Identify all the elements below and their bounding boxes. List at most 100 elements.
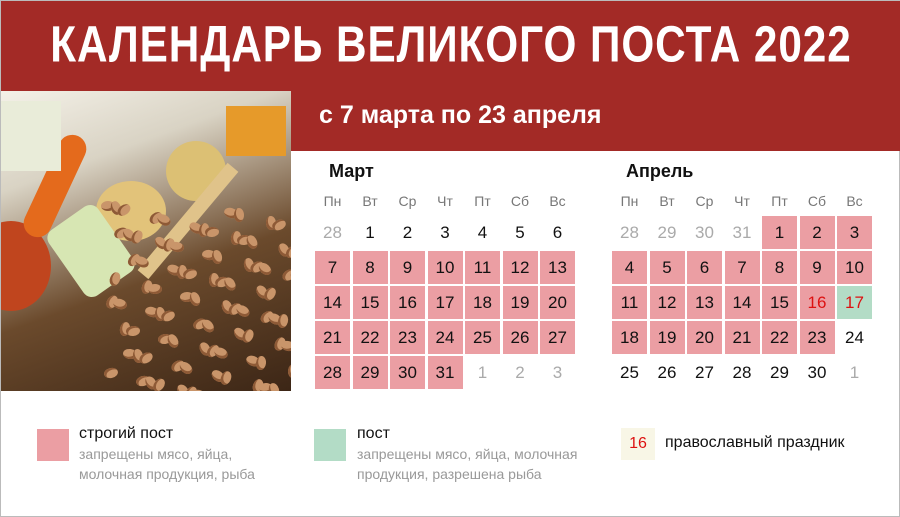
day-cell: 26 [502, 321, 538, 354]
day-cell: 12 [502, 251, 538, 284]
day-cell: 8 [762, 251, 797, 284]
bean [199, 317, 217, 335]
day-cell: 15 [762, 286, 797, 319]
day-cell: 28 [620, 223, 639, 242]
weekday-header: Ср [398, 193, 417, 209]
bean [255, 355, 267, 371]
day-cell: 27 [695, 363, 714, 382]
day-cell: 10 [427, 251, 463, 284]
day-cell: 25 [465, 321, 500, 354]
day-cell: 22 [352, 321, 388, 354]
weekday-header: Пн [620, 193, 639, 209]
weekday-header: Чт [437, 193, 453, 209]
month-title: Апрель [626, 161, 694, 181]
day-cell: 1 [477, 363, 488, 382]
weekday-header: Пн [323, 193, 342, 209]
day-cell: 18 [465, 286, 500, 319]
bean [111, 297, 129, 311]
bean [234, 302, 252, 320]
weekday-header: Вт [659, 193, 675, 209]
weekday-header: Вс [549, 193, 566, 209]
day-cell: 3 [837, 216, 872, 249]
day-cell: 19 [649, 321, 685, 354]
day-cell: 24 [845, 328, 864, 347]
bean [256, 260, 274, 278]
day-cell: 5 [515, 223, 525, 242]
day-cell: 25 [620, 363, 639, 382]
day-cell: 20 [540, 286, 575, 319]
day-cell: 29 [657, 223, 677, 242]
weekday-header: Пт [474, 193, 491, 209]
header-band [1, 1, 900, 91]
bean [188, 290, 202, 308]
bean [204, 226, 220, 238]
day-cell: 26 [657, 363, 677, 382]
day-cell: 23 [799, 321, 835, 354]
month-title: Март [329, 161, 374, 181]
legend-holiday-title: православный праздник [665, 434, 845, 451]
day-cell: 17 [427, 286, 463, 319]
day-cell: 18 [612, 321, 647, 354]
day-cell: 30 [807, 363, 827, 382]
bean [233, 207, 245, 223]
bean [165, 332, 181, 350]
day-cell: 7 [724, 251, 760, 284]
day-cell: 28 [323, 223, 342, 242]
bean [267, 381, 281, 391]
bean [103, 366, 119, 380]
day-cell: 14 [724, 286, 760, 319]
day-cell: 21 [724, 321, 760, 354]
day-cell: 4 [477, 223, 488, 242]
bean [244, 233, 260, 251]
weekday-header: Сб [510, 193, 530, 209]
day-cell: 3 [552, 363, 563, 382]
day-cell: 7 [315, 251, 350, 284]
day-cell: 19 [502, 286, 538, 319]
day-cell: 27 [540, 321, 575, 354]
day-cell: 20 [687, 321, 722, 354]
bean [287, 363, 291, 379]
day-cell: 3 [440, 223, 450, 242]
cabbage-shape [1, 101, 61, 171]
day-cell: 4 [612, 251, 647, 284]
day-cell: 6 [552, 223, 563, 242]
legend-strict-swatch [37, 429, 69, 461]
weekday-header: Вт [362, 193, 378, 209]
day-cell: 12 [649, 286, 685, 319]
bean [280, 339, 291, 353]
subtitle: с 7 марта по 23 апреля [319, 101, 602, 129]
day-cell: 24 [427, 321, 463, 354]
day-cell: 22 [762, 321, 797, 354]
subtitle-band [291, 91, 900, 151]
bean [212, 345, 230, 361]
weekday-header: Сб [807, 193, 827, 209]
bean [210, 249, 224, 265]
day-cell: 21 [315, 321, 350, 354]
day-cell: 2 [515, 363, 525, 382]
vegetables-photo [1, 91, 291, 391]
legend-lent-desc: запрещены мясо, яйца, молочная продукция… [357, 446, 578, 482]
day-cell: 16 [799, 286, 835, 319]
bean [125, 325, 141, 337]
day-cell: 8 [352, 251, 388, 284]
legend-strict-title: строгий пост [79, 425, 174, 442]
day-cell: 30 [695, 223, 714, 242]
day-cell: 30 [390, 356, 425, 389]
weekday-header: Ср [695, 193, 714, 209]
day-cell: 23 [390, 321, 425, 354]
day-cell: 14 [315, 286, 350, 319]
bean [177, 359, 195, 377]
day-cell: 11 [465, 251, 500, 284]
day-cell: 17 [837, 286, 872, 319]
day-cell: 28 [732, 363, 752, 382]
day-cell: 2 [799, 216, 835, 249]
day-cell: 9 [390, 251, 425, 284]
bean [147, 283, 163, 295]
pumpkin-shape [226, 106, 286, 156]
day-cell: 29 [770, 363, 789, 382]
weekday-header: Чт [734, 193, 750, 209]
legend-strict-desc: запрещены мясо, яйца, молочная продукция… [79, 446, 255, 482]
day-cell: 1 [849, 363, 860, 382]
day-cell: 16 [390, 286, 425, 319]
day-cell: 11 [612, 286, 647, 319]
